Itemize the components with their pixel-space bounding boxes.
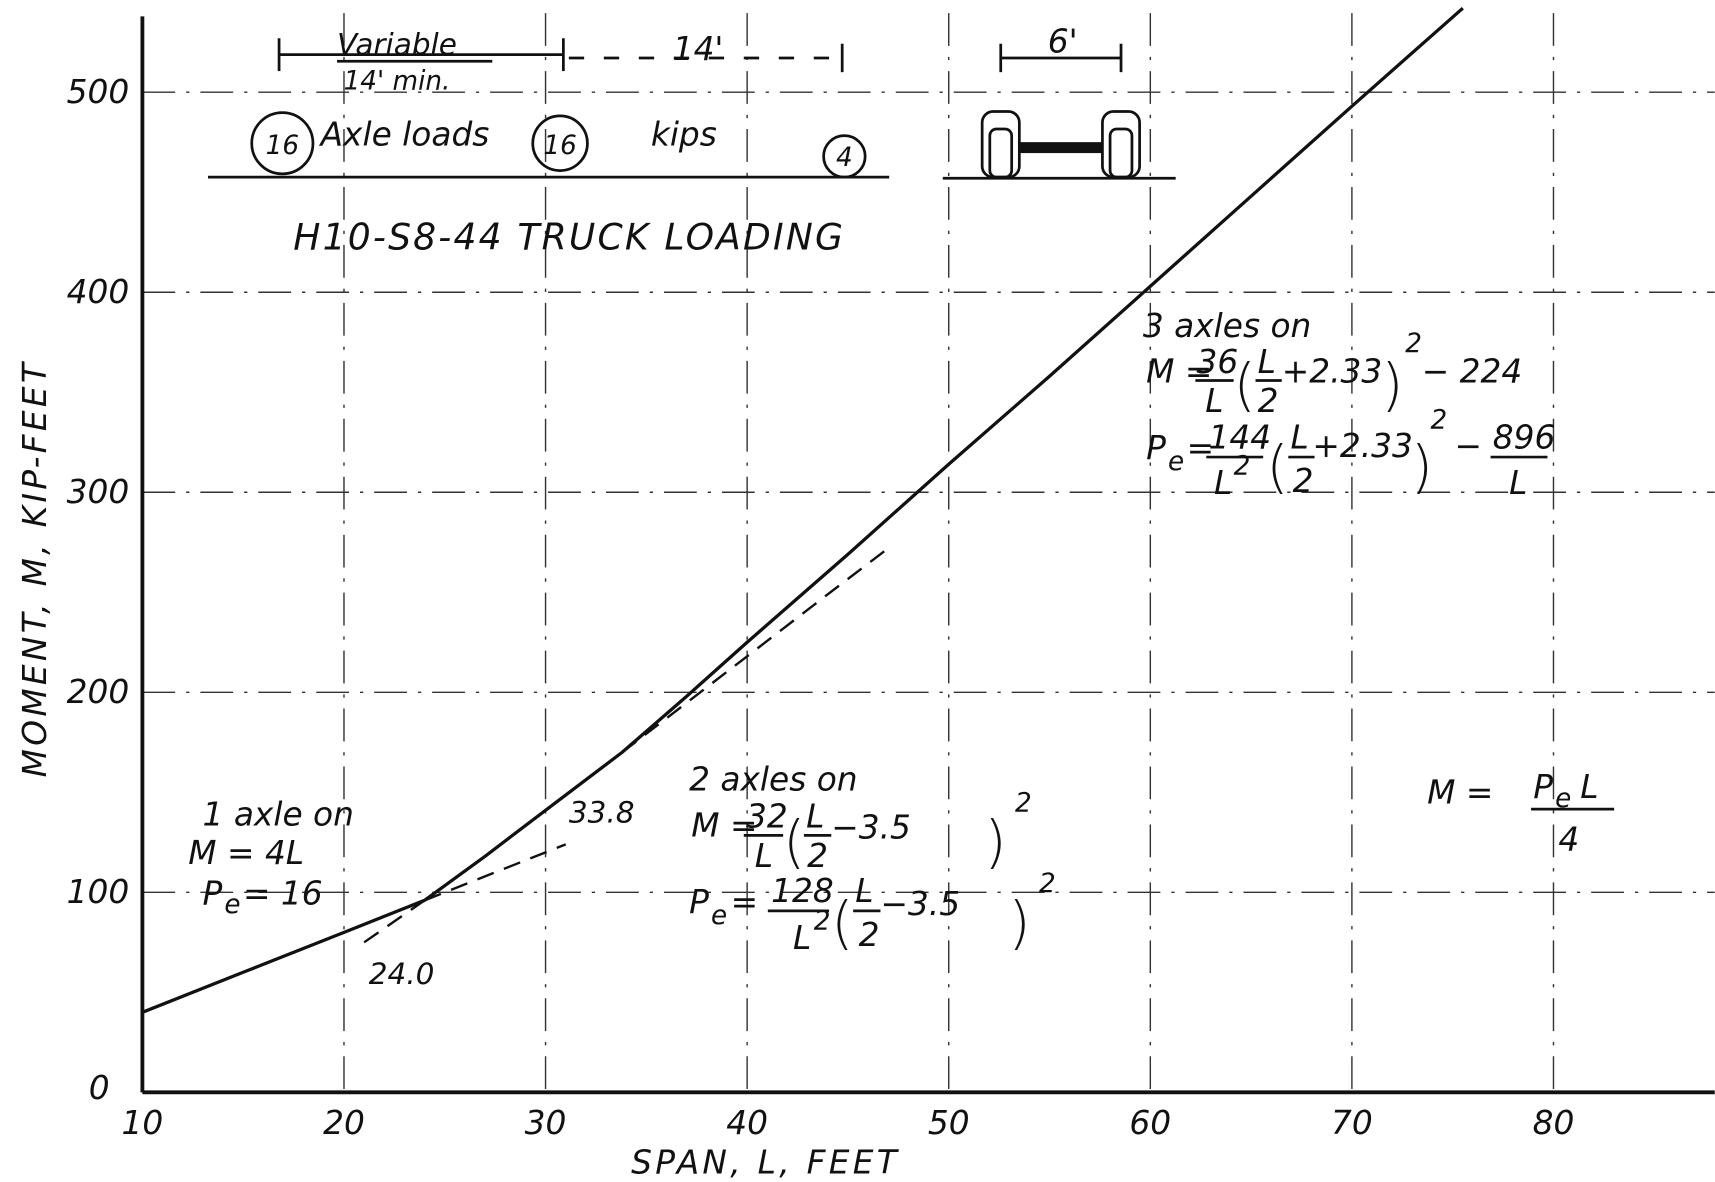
label: 896: [1493, 418, 1556, 456]
label: L: [793, 919, 811, 957]
page: {"chart_data": { "type": "line", "x_labe…: [0, 0, 1715, 1182]
label: 2: [859, 916, 880, 954]
label: 2: [1039, 869, 1056, 899]
label: 6': [1048, 22, 1078, 60]
formula: M = P e L 4: [1427, 768, 1614, 858]
label: ): [984, 810, 1006, 876]
y-tick-label: 0: [89, 1069, 110, 1107]
label: L: [1509, 464, 1527, 502]
label: L: [1290, 418, 1308, 456]
label: 16: [266, 131, 299, 161]
label: 16: [543, 131, 576, 161]
label: e: [1168, 447, 1184, 477]
y-tick-label: 500: [67, 73, 130, 111]
label: −3.5: [831, 809, 911, 847]
label: ): [1381, 353, 1403, 419]
label: P: [1533, 768, 1553, 806]
label: P: [203, 874, 223, 912]
label: (: [1266, 435, 1288, 501]
label: 4: [1558, 821, 1579, 859]
label: 2: [1405, 329, 1422, 359]
label: − 224: [1422, 353, 1523, 391]
label: 2: [1258, 382, 1279, 420]
label: = 16: [243, 874, 323, 912]
label: 14': [673, 30, 724, 68]
label: Axle loads: [319, 115, 490, 153]
chart: 0 100 200 300 400 500 10 20 30 40 50 60 70 80 Variabl…: [0, 0, 1715, 1182]
label: 2: [807, 837, 828, 875]
axle: [1019, 142, 1102, 153]
label: L: [755, 837, 773, 875]
wheel: [1110, 129, 1132, 177]
formula: 2 axles on M = 32 L ( L 2 −3.5 ) 2 P e =…: [689, 761, 1056, 958]
label: (: [1234, 353, 1256, 419]
x-tick-label: 30: [525, 1104, 567, 1142]
x-tick-label: 40: [726, 1104, 768, 1142]
point-label: 33.8: [569, 795, 635, 829]
label: M = 4L: [188, 834, 304, 872]
label: ): [1411, 435, 1433, 501]
y-tick-label: 400: [67, 273, 130, 311]
label: +2.33: [1312, 427, 1413, 465]
label: 2 axles on: [689, 761, 857, 799]
label: 2: [1234, 452, 1251, 482]
x-tick-label: 20: [323, 1104, 365, 1142]
wheel: [1102, 112, 1139, 178]
line: [622, 548, 888, 752]
label: L: [1580, 768, 1598, 806]
label: 1 axle on: [203, 796, 354, 834]
diagram-title: H10-S8-44 TRUCK LOADING: [293, 216, 845, 258]
label: L: [855, 872, 873, 910]
truck-diagram: Variable 14' min. 14' 6' 16 Axle loads 1…: [208, 22, 1176, 258]
label: L: [1205, 382, 1223, 420]
label: 36: [1196, 343, 1238, 381]
label: M =: [1427, 774, 1493, 812]
y-axis-label: MOMENT, M, KIP-FEET: [16, 360, 54, 777]
label: 32: [746, 798, 788, 836]
y-tick-label: 200: [67, 673, 130, 711]
x-tick-label: 60: [1129, 1104, 1171, 1142]
label: 3 axles on: [1143, 307, 1311, 345]
label: 2: [1015, 788, 1032, 818]
label: P: [1146, 429, 1166, 467]
label: Variable: [337, 28, 457, 62]
label: 2: [1430, 406, 1447, 436]
label: e: [224, 890, 240, 920]
label: L: [1214, 464, 1232, 502]
label: P: [689, 883, 709, 921]
label: =: [731, 883, 758, 921]
wheel: [990, 129, 1012, 177]
label: (: [831, 891, 853, 957]
x-axis-label: SPAN, L, FEET: [631, 1143, 900, 1181]
label: (: [783, 810, 805, 876]
label: 2: [814, 906, 831, 936]
formula: 3 axles on M = 36 L ( L 2 +2.33 ) 2 − 22…: [1143, 307, 1556, 502]
y-tick-label: 300: [67, 473, 130, 511]
label: L: [1258, 343, 1276, 381]
label: kips: [651, 115, 717, 153]
x-tick-label: 80: [1533, 1104, 1575, 1142]
point-label: 24.0: [369, 957, 435, 991]
label: 14' min.: [344, 67, 451, 97]
wheel: [982, 112, 1019, 178]
label: e: [711, 901, 727, 931]
formula: 1 axle on M = 4L P e = 16: [188, 796, 354, 920]
label: 128: [771, 872, 834, 910]
label: +2.33: [1282, 353, 1383, 391]
x-tick-label: 50: [928, 1104, 970, 1142]
label: ): [1008, 891, 1030, 957]
label: 4: [836, 143, 853, 173]
x-tick-label: 70: [1331, 1104, 1373, 1142]
y-tick-label: 100: [67, 873, 130, 911]
label: −3.5: [880, 885, 960, 923]
label: 2: [1293, 462, 1314, 500]
label: L: [806, 798, 824, 836]
x-tick-label: 10: [122, 1104, 164, 1142]
label: −: [1455, 427, 1482, 465]
